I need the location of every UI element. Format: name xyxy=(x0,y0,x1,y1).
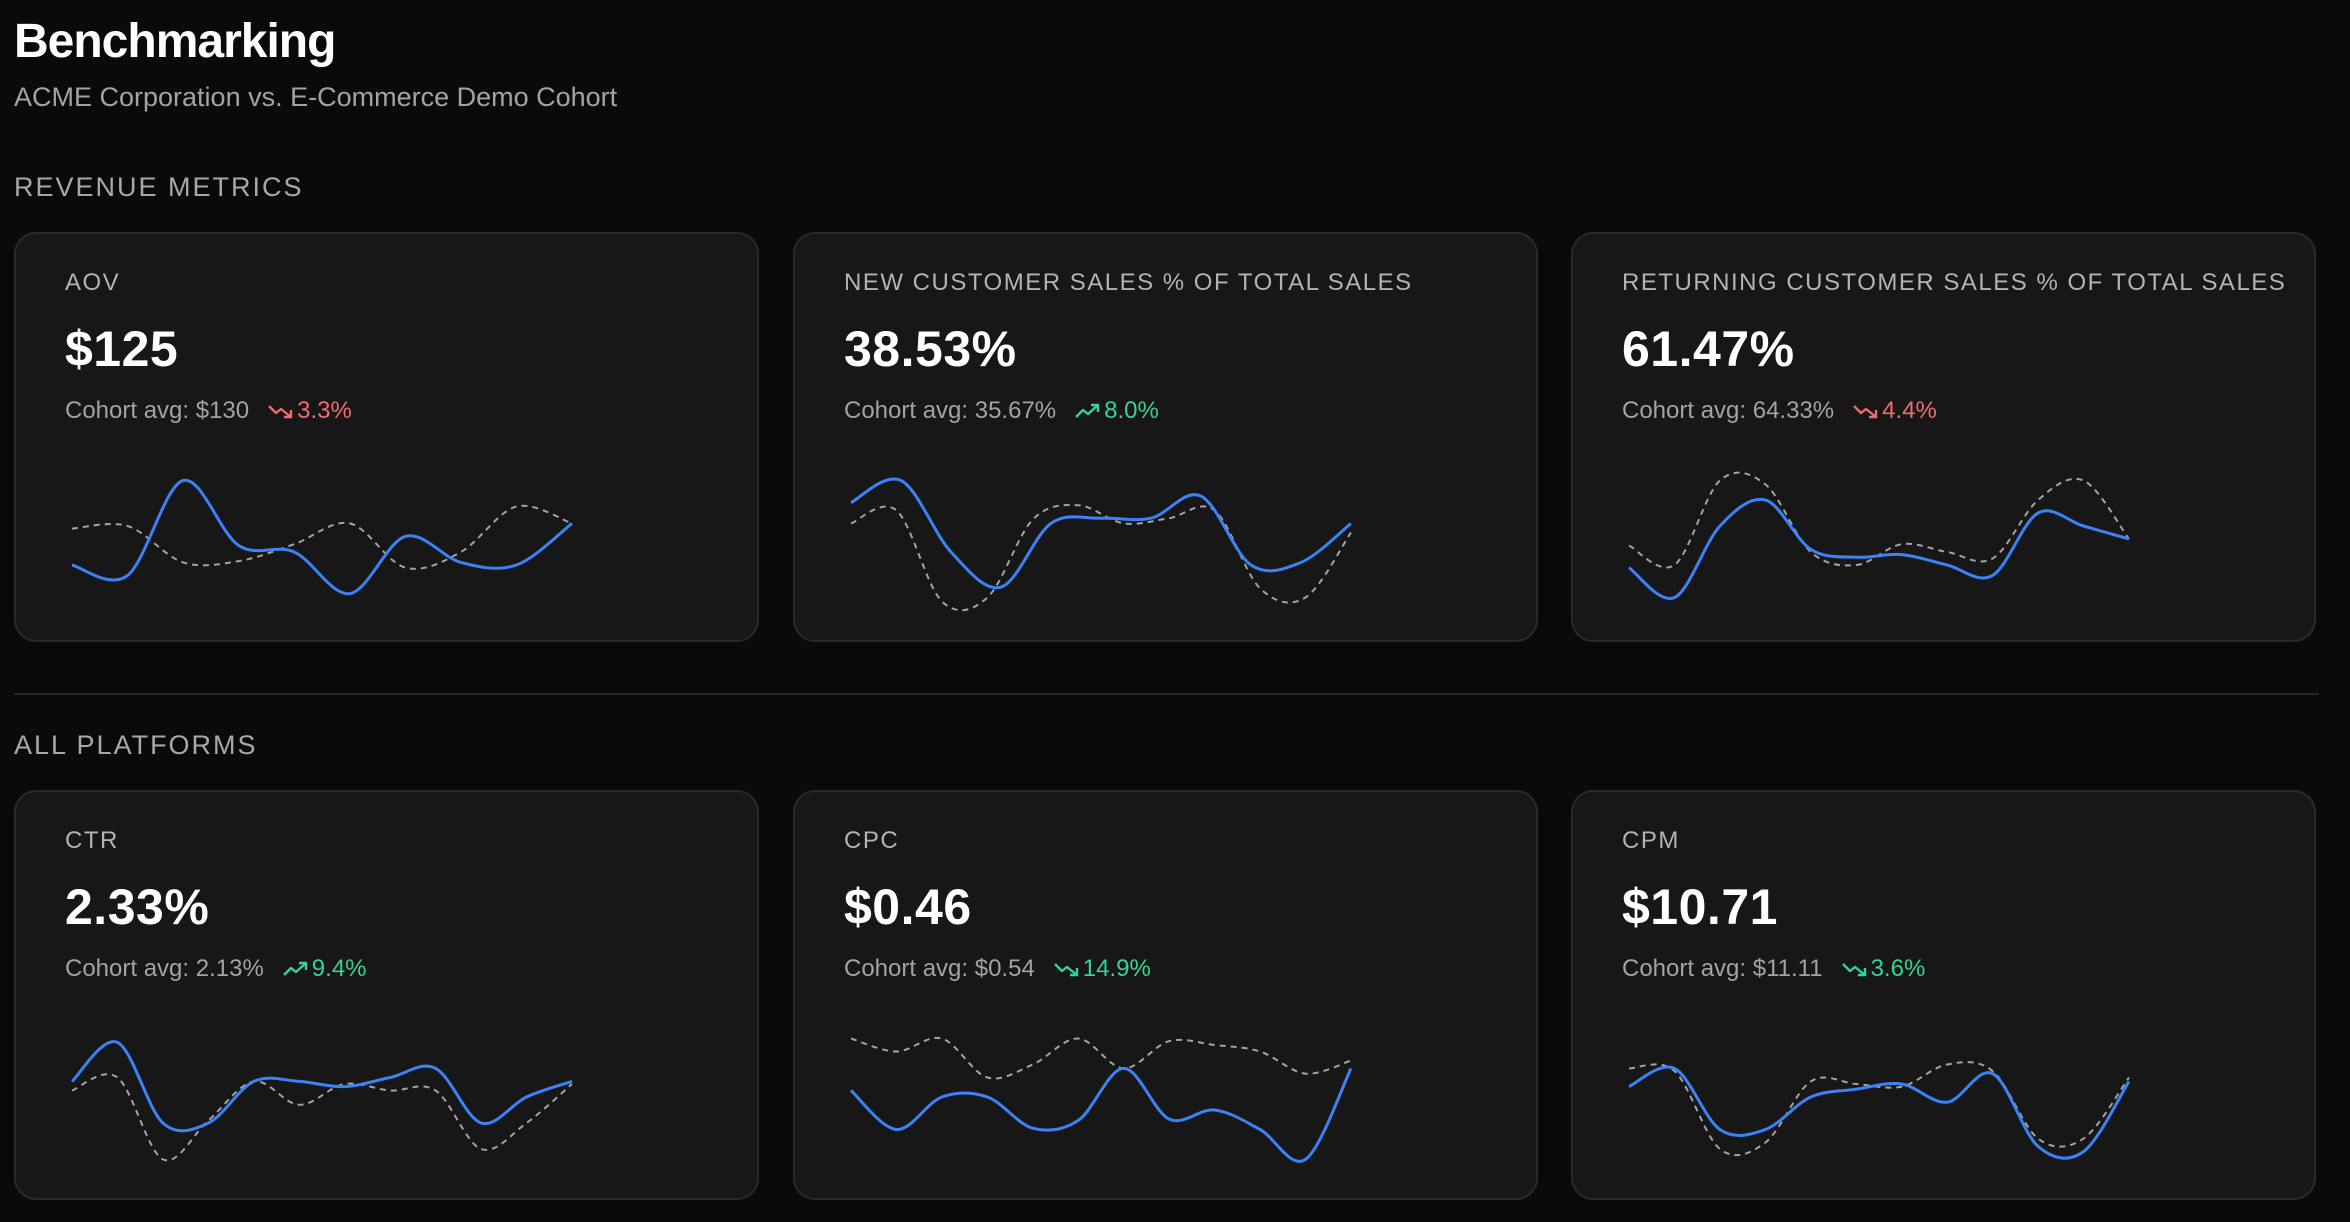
sparkline-chart xyxy=(1628,471,2130,600)
cohort-comparison: Cohort avg: 35.67% 8.0% xyxy=(844,397,1159,425)
sparkline-chart xyxy=(850,477,1352,612)
metric-value: 38.53% xyxy=(844,321,1017,377)
metric-value: $0.46 xyxy=(844,879,972,935)
company-series-line xyxy=(71,478,573,596)
metric-value: $125 xyxy=(65,321,179,377)
cohort-avg: Cohort avg: 35.67% xyxy=(844,397,1057,424)
company-series-line xyxy=(850,477,1352,590)
cohort-comparison: Cohort avg: 2.13% 9.4% xyxy=(65,955,367,983)
trend-up-icon xyxy=(1075,403,1100,418)
company-series-line xyxy=(1628,497,2130,600)
sparkline-chart xyxy=(70,1040,573,1162)
trend-down-icon xyxy=(268,405,293,419)
metric-card-cpm[interactable]: CPM $10.71 Cohort avg: $11.11 3.6% xyxy=(1571,790,2316,1200)
change-value: 14.9% xyxy=(1082,955,1151,982)
company-series-line xyxy=(849,1066,1353,1163)
metric-value: 61.47% xyxy=(1622,321,1795,377)
metric-card-ctr[interactable]: CTR 2.33% Cohort avg: 2.13% 9.4% xyxy=(14,790,759,1200)
trend-up-icon xyxy=(282,961,307,976)
change-value: 8.0% xyxy=(1104,397,1159,424)
change-badge: 9.4% xyxy=(282,955,367,983)
change-value: 3.3% xyxy=(297,397,352,424)
section-title: ALL PLATFORMS xyxy=(14,730,258,760)
change-badge: 8.0% xyxy=(1074,397,1159,425)
metric-card-cpc[interactable]: CPC $0.46 Cohort avg: $0.54 14.9% xyxy=(793,790,1538,1200)
cohort-comparison: Cohort avg: $130 3.3% xyxy=(65,397,352,425)
cohort-avg: Cohort avg: $0.54 xyxy=(844,955,1035,982)
cohort-series-line xyxy=(1628,471,2130,569)
company-series-line xyxy=(70,1040,573,1133)
metric-label: CPM xyxy=(1622,827,1680,854)
cohort-comparison: Cohort avg: $0.54 14.9% xyxy=(844,955,1151,983)
cohort-series-line xyxy=(1628,1061,2130,1157)
cohort-series-line xyxy=(850,504,1352,612)
section-title: REVENUE METRICS xyxy=(14,172,304,202)
cohort-series-line xyxy=(71,1073,573,1162)
cohort-avg: Cohort avg: $11.11 xyxy=(1622,955,1823,982)
trend-down-icon xyxy=(1853,405,1878,419)
metric-value: 2.33% xyxy=(65,879,210,935)
change-badge: 14.9% xyxy=(1053,955,1151,983)
cohort-series-line xyxy=(850,1036,1352,1080)
cohort-avg: Cohort avg: 2.13% xyxy=(65,955,264,982)
metric-label: NEW CUSTOMER SALES % OF TOTAL SALES xyxy=(844,269,1413,296)
trend-down-icon xyxy=(1053,963,1078,977)
change-badge: 3.6% xyxy=(1841,955,1926,983)
sparkline-chart xyxy=(71,478,573,596)
metric-value: $10.71 xyxy=(1622,879,1778,935)
change-value: 3.6% xyxy=(1870,955,1926,982)
cohort-avg: Cohort avg: $130 xyxy=(65,397,250,424)
cohort-comparison: Cohort avg: 64.33% 4.4% xyxy=(1622,397,1937,425)
sparkline-chart xyxy=(1628,1061,2131,1160)
change-badge: 3.3% xyxy=(267,397,352,425)
page-title: Benchmarking xyxy=(14,15,336,68)
cohort-comparison: Cohort avg: $11.11 3.6% xyxy=(1622,955,1925,983)
metric-label: CTR xyxy=(65,827,119,854)
metric-label: CPC xyxy=(844,827,900,854)
page-subtitle: ACME Corporation vs. E-Commerce Demo Coh… xyxy=(14,82,618,112)
change-badge: 4.4% xyxy=(1852,397,1937,425)
trend-down-icon xyxy=(1841,963,1866,977)
metric-card-aov[interactable]: AOV $125 Cohort avg: $130 3.3% xyxy=(14,232,759,642)
metric-card-returning-customer-sales[interactable]: RETURNING CUSTOMER SALES % OF TOTAL SALE… xyxy=(1571,232,2316,642)
cohort-series-line xyxy=(71,504,573,570)
metric-card-new-customer-sales[interactable]: NEW CUSTOMER SALES % OF TOTAL SALES 38.5… xyxy=(793,232,1538,642)
sparkline-chart xyxy=(849,1036,1353,1163)
section-divider xyxy=(14,693,2319,695)
cohort-avg: Cohort avg: 64.33% xyxy=(1622,397,1835,424)
change-value: 4.4% xyxy=(1882,397,1937,424)
change-value: 9.4% xyxy=(311,955,367,982)
metric-label: RETURNING CUSTOMER SALES % OF TOTAL SALE… xyxy=(1622,269,2287,296)
company-series-line xyxy=(1628,1065,2131,1160)
metric-label: AOV xyxy=(65,269,121,296)
